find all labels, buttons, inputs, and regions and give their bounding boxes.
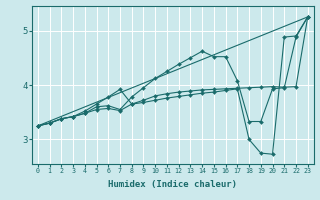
X-axis label: Humidex (Indice chaleur): Humidex (Indice chaleur) bbox=[108, 180, 237, 189]
